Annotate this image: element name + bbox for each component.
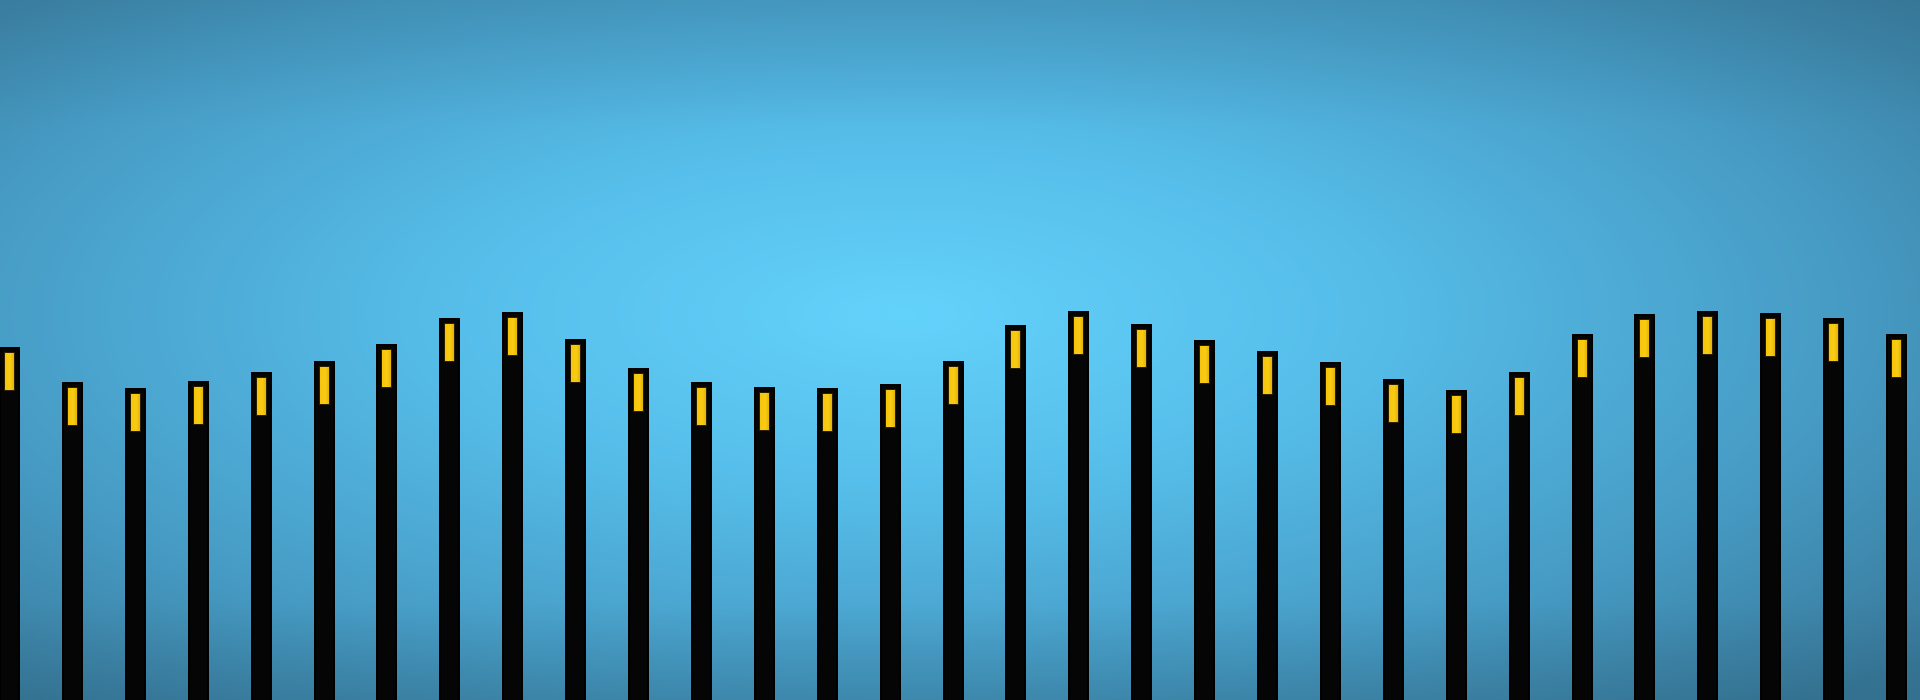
pillar-cap — [633, 373, 644, 412]
pillar-1 — [0, 347, 20, 700]
pillar-14 — [817, 388, 838, 700]
pillar-13 — [754, 387, 775, 700]
pillar-cap — [1073, 316, 1084, 355]
pillar-3 — [125, 388, 146, 700]
pillar-27 — [1634, 314, 1655, 700]
pillar-7 — [376, 344, 397, 700]
pillar-8 — [439, 318, 460, 700]
pillar-cap — [1765, 318, 1776, 357]
pillar-24 — [1446, 390, 1467, 700]
pillar-6 — [314, 361, 335, 700]
pillar-cap — [1199, 345, 1210, 384]
pillar-cap — [1639, 319, 1650, 358]
pillar-cap — [948, 366, 959, 405]
pillar-cap — [696, 387, 707, 426]
pillar-31 — [1886, 334, 1907, 700]
pillar-cap — [319, 366, 330, 405]
pillar-cap — [1010, 330, 1021, 369]
pillar-16 — [943, 361, 964, 700]
pillar-cap — [1891, 339, 1902, 378]
pillar-cap — [1388, 384, 1399, 423]
pillar-cap — [1325, 367, 1336, 406]
pillar-28 — [1697, 311, 1718, 700]
pillar-cap — [1451, 395, 1462, 434]
pillar-cap — [256, 377, 267, 416]
pillar-cap — [1262, 356, 1273, 395]
pillar-25 — [1509, 372, 1530, 700]
pillar-2 — [62, 382, 83, 700]
pillar-20 — [1194, 340, 1215, 700]
pillar-cap — [193, 386, 204, 425]
pillar-cap — [1702, 316, 1713, 355]
pillar-cap — [822, 393, 833, 432]
pillar-17 — [1005, 325, 1026, 700]
pillar-26 — [1572, 334, 1593, 700]
pillar-12 — [691, 382, 712, 700]
pillar-cap — [759, 392, 770, 431]
pillar-10 — [565, 339, 586, 700]
pillar-5 — [251, 372, 272, 700]
pillar-cap — [1514, 377, 1525, 416]
pillar-4 — [188, 381, 209, 700]
pillar-29 — [1760, 313, 1781, 700]
pillar-cap — [4, 352, 15, 391]
pillar-11 — [628, 368, 649, 700]
pillar-19 — [1131, 324, 1152, 700]
pillar-cap — [885, 389, 896, 428]
pillar-cap — [1577, 339, 1588, 378]
pillar-cap — [1828, 323, 1839, 362]
pillar-9 — [502, 312, 523, 700]
pillar-22 — [1320, 362, 1341, 700]
pillar-cap — [507, 317, 518, 356]
pillar-cap — [67, 387, 78, 426]
pillar-18 — [1068, 311, 1089, 700]
pillar-cap — [570, 344, 581, 383]
pillar-23 — [1383, 379, 1404, 700]
pillar-cap — [444, 323, 455, 362]
pillar-cap — [130, 393, 141, 432]
pillar-21 — [1257, 351, 1278, 700]
pillar-30 — [1823, 318, 1844, 700]
pillar-15 — [880, 384, 901, 700]
pillar-cap — [381, 349, 392, 388]
pillar-cap — [1136, 329, 1147, 368]
